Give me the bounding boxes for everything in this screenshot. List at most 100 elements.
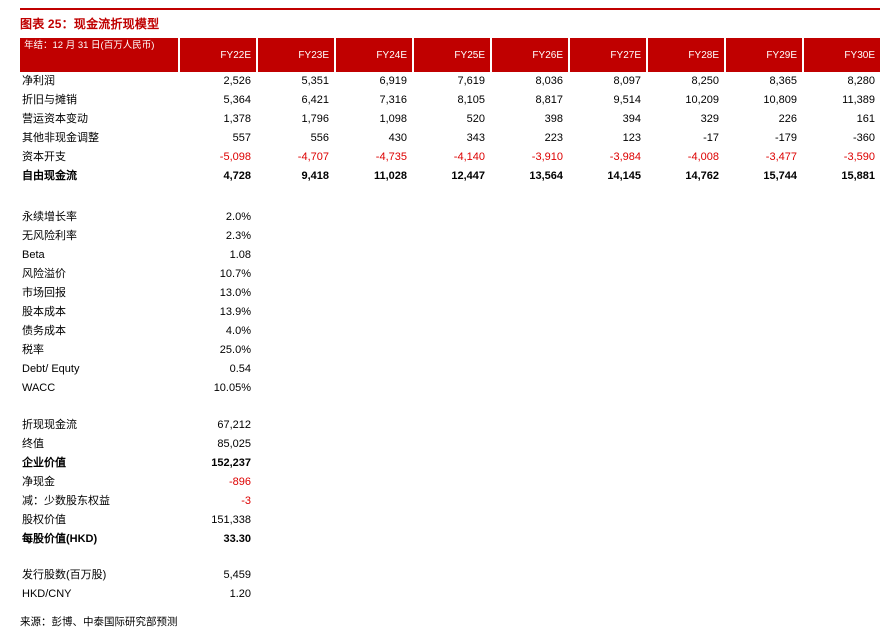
cell-value: 343	[466, 132, 485, 144]
cell-value: -4,707	[297, 151, 329, 163]
cell-value: 14,762	[685, 170, 719, 182]
column-header-fy29e: FY29E	[724, 38, 802, 72]
valuation-row: 终值 85,025	[20, 435, 256, 454]
kv-value: 2.0%	[225, 211, 251, 223]
extra-row: 发行股数(百万股) 5,459	[20, 566, 256, 585]
cell-value: 430	[388, 132, 407, 144]
kv-label: Beta	[22, 249, 45, 261]
cell-value: 1,796	[301, 113, 329, 125]
kv-label: 风险溢价	[22, 268, 66, 280]
kv-label: 企业价值	[22, 457, 66, 469]
kv-label: 无风险利率	[22, 230, 77, 242]
kv-label: 永续增长率	[22, 211, 77, 223]
cell-value: -3,477	[765, 151, 797, 163]
kv-label: 净现金	[22, 476, 55, 488]
valuation-section: 折现现金流 67,212 终值 85,025 企业价值 152,237 净现金 -896 减：少…	[20, 416, 256, 549]
assumption-row: 市场回报 13.0%	[20, 284, 256, 303]
kv-value: 85,025	[217, 438, 251, 450]
assumption-row: 风险溢价 10.7%	[20, 265, 256, 284]
column-header-fy25e: FY25E	[412, 38, 490, 72]
cell-value: 11,028	[373, 170, 407, 182]
row-label: 资本开支	[22, 151, 66, 163]
cell-value: 8,365	[769, 75, 797, 87]
table-header-label: 年结：12 月 31 日(百万人民币)	[20, 38, 178, 72]
valuation-row: 股权价值 151,338	[20, 511, 256, 530]
assumption-row: 债务成本 4.0%	[20, 322, 256, 341]
cell-value: 226	[778, 113, 797, 125]
row-label: 其他非现金调整	[22, 132, 99, 144]
kv-label: Debt/ Equty	[22, 363, 80, 375]
cell-value: -3,910	[531, 151, 563, 163]
kv-label: 股本成本	[22, 306, 66, 318]
valuation-row: 每股价值(HKD) 33.30	[20, 530, 256, 549]
cell-value: 123	[622, 132, 641, 144]
kv-label: WACC	[22, 382, 56, 394]
table-row: 营运资本变动 1,378 1,796 1,098 520 398 394 329 226 161	[20, 110, 880, 129]
column-header-fy28e: FY28E	[646, 38, 724, 72]
kv-value: 1.08	[229, 249, 251, 261]
assumption-row: 无风险利率 2.3%	[20, 227, 256, 246]
kv-value: 2.3%	[225, 230, 251, 242]
cell-value: 1,378	[223, 113, 251, 125]
column-header-fy23e: FY23E	[256, 38, 334, 72]
table-row: 其他非现金调整 557 556 430 343 223 123 -17 -179 -360	[20, 129, 880, 148]
dcf-table-header: 年结：12 月 31 日(百万人民币) FY22E FY23E FY24E FY25E F…	[20, 38, 880, 72]
kv-value: 5,459	[223, 569, 251, 581]
table-row: 资本开支 -5,098 -4,707 -4,735 -4,140 -3,910 -3,984…	[20, 148, 880, 167]
cell-value: 14,145	[607, 170, 641, 182]
kv-value: 33.30	[223, 533, 251, 545]
column-header-fy22e: FY22E	[178, 38, 256, 72]
table-row: 自由现金流 4,728 9,418 11,028 12,447 13,564 14,145 1…	[20, 167, 880, 186]
column-header-fy30e: FY30E	[802, 38, 880, 72]
cell-value: 8,250	[691, 75, 719, 87]
kv-value: 151,338	[211, 514, 251, 526]
kv-label: 每股价值(HKD)	[22, 533, 98, 545]
cell-value: 4,728	[223, 170, 251, 182]
row-label: 净利润	[22, 75, 55, 87]
cell-value: 12,447	[451, 170, 485, 182]
page-title: 图表 25：现金流折现模型	[20, 17, 160, 31]
cell-value: 8,817	[535, 94, 563, 106]
cell-value: 5,364	[223, 94, 251, 106]
top-divider-rule	[20, 8, 880, 10]
column-header-fy26e: FY26E	[490, 38, 568, 72]
valuation-row: 减：少数股东权益 -3	[20, 492, 256, 511]
kv-label: HKD/CNY	[22, 588, 72, 600]
kv-value: -3	[241, 495, 251, 507]
cell-value: 11,389	[842, 94, 875, 106]
column-header-fy24e: FY24E	[334, 38, 412, 72]
cell-value: 5,351	[301, 75, 329, 87]
kv-value: 25.0%	[219, 344, 251, 356]
source-note: 来源：彭博、中泰国际研究部预测	[20, 616, 178, 628]
cell-value: 8,036	[535, 75, 563, 87]
kv-value: 13.0%	[219, 287, 251, 299]
cell-value: -5,098	[219, 151, 251, 163]
cell-value: 6,919	[379, 75, 407, 87]
cell-value: 9,514	[613, 94, 641, 106]
kv-value: 1.20	[229, 588, 251, 600]
assumption-row: 股本成本 13.9%	[20, 303, 256, 322]
cell-value: -3,590	[843, 151, 875, 163]
kv-label: 市场回报	[22, 287, 66, 299]
cell-value: 2,526	[223, 75, 251, 87]
kv-label: 终值	[22, 438, 44, 450]
kv-label: 发行股数(百万股)	[22, 569, 107, 581]
kv-value: 0.54	[229, 363, 251, 375]
cell-value: 329	[700, 113, 719, 125]
cell-value: -4,735	[375, 151, 407, 163]
kv-value: 10.7%	[219, 268, 251, 280]
cell-value: -4,008	[687, 151, 719, 163]
row-label: 折旧与摊销	[22, 94, 77, 106]
cell-value: 15,744	[763, 170, 797, 182]
valuation-row: 折现现金流 67,212	[20, 416, 256, 435]
kv-label: 减：少数股东权益	[22, 495, 110, 507]
kv-label: 债务成本	[22, 325, 66, 337]
cell-value: 161	[856, 113, 875, 125]
cell-value: 13,564	[529, 170, 563, 182]
cell-value: 520	[466, 113, 485, 125]
dcf-table: 年结：12 月 31 日(百万人民币) FY22E FY23E FY24E FY25E F…	[20, 38, 880, 186]
cell-value: 223	[544, 132, 563, 144]
cell-value: 10,809	[763, 94, 797, 106]
cell-value: -179	[774, 132, 797, 144]
